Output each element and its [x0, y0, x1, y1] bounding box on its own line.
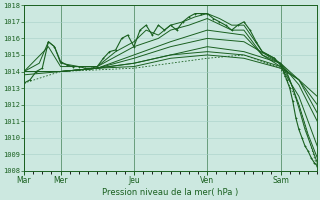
X-axis label: Pression niveau de la mer( hPa ): Pression niveau de la mer( hPa ) [102, 188, 239, 197]
